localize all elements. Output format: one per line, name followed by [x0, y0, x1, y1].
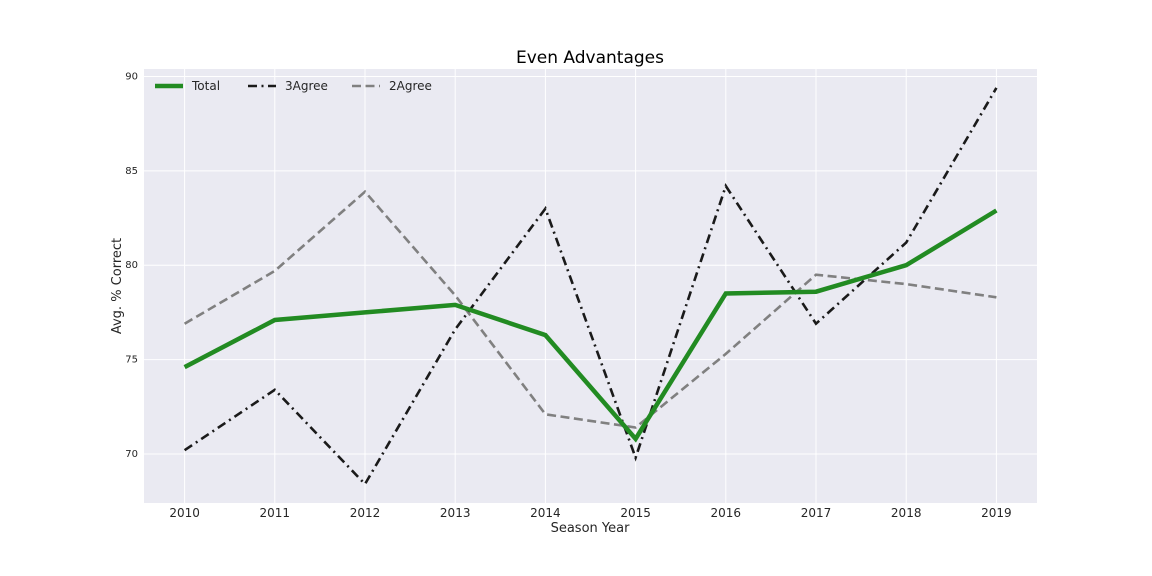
legend-label: Total: [191, 79, 220, 93]
x-tick-label: 2012: [350, 506, 381, 520]
series-line-3agree: [183, 87, 998, 487]
x-tick-label: 2011: [260, 506, 291, 520]
x-tick-label: 2019: [981, 506, 1012, 520]
series-line-total: [183, 208, 998, 443]
x-tick-label: 2015: [620, 506, 651, 520]
y-tick-label: 70: [125, 449, 138, 460]
legend-item-3agree: 3Agree: [248, 79, 328, 93]
grid-lines: [144, 69, 1037, 503]
x-axis-label: Season Year: [551, 521, 630, 536]
plot-area: [144, 69, 1037, 503]
y-tick-label: 80: [125, 260, 138, 271]
y-tick-label: 85: [125, 166, 138, 177]
x-axis-ticks: 2010 2011 2012 2013 2014 2015 2016 2017 2018 2019: [169, 506, 1011, 520]
y-tick-label: 90: [125, 72, 138, 83]
x-tick-label: 2018: [891, 506, 922, 520]
chart-title: Even Advantages: [516, 48, 664, 68]
y-axis-label: Avg. % Correct: [110, 238, 125, 334]
legend-label: 2Agree: [389, 79, 432, 93]
x-tick-label: 2017: [801, 506, 832, 520]
x-tick-label: 2013: [440, 506, 471, 520]
legend-item-total: Total: [155, 79, 220, 93]
x-tick-label: 2010: [169, 506, 200, 520]
legend-item-2agree: 2Agree: [352, 79, 432, 93]
legend-label: 3Agree: [285, 79, 328, 93]
x-tick-label: 2014: [530, 506, 561, 520]
y-tick-label: 75: [125, 355, 138, 366]
x-tick-label: 2016: [711, 506, 742, 520]
series-lines: [183, 87, 998, 487]
legend: Total 3Agree 2Agree: [155, 79, 432, 93]
y-axis-ticks: 70 75 80 85 90: [125, 72, 138, 460]
